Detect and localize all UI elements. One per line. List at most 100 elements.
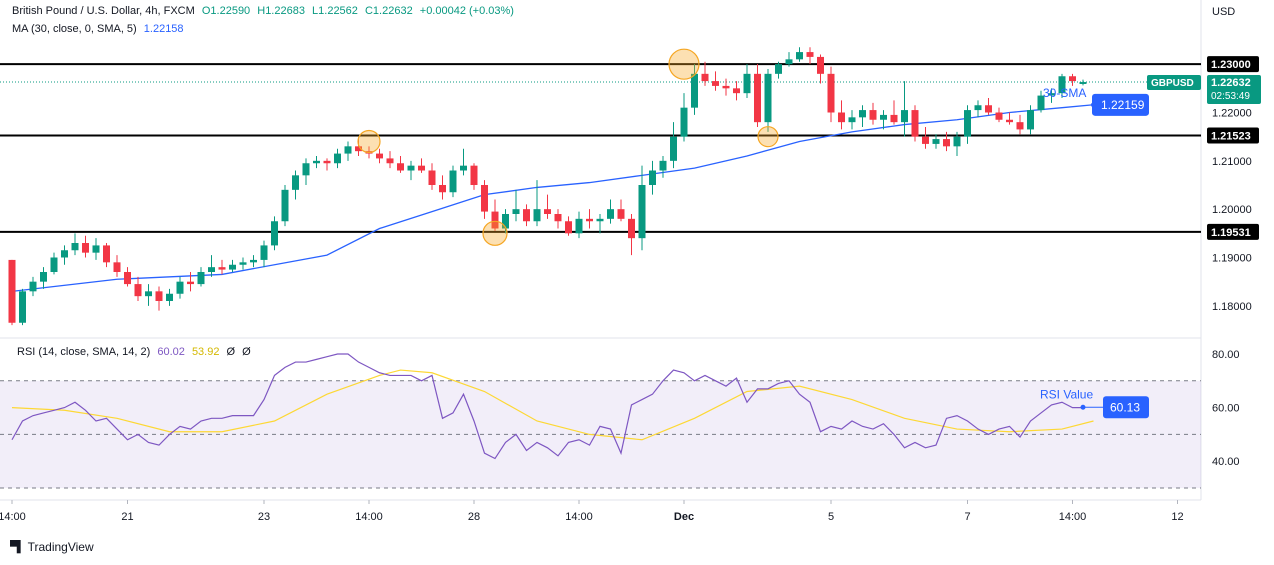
candle-body-100: [1058, 76, 1066, 94]
rsi-label: RSI (14, close, SMA, 14, 2): [17, 346, 151, 358]
price-tick-2: 1.20000: [1212, 204, 1252, 216]
candle-body-28: [302, 163, 310, 176]
candle-body-18: [197, 272, 205, 285]
candle-body-42: [449, 170, 457, 193]
candle-body-25: [271, 221, 278, 246]
candle-body-41: [439, 185, 446, 193]
ohlc-high: H1.22683: [257, 5, 305, 17]
candle-body-67: [712, 81, 719, 86]
highlight-circle-1: [482, 220, 508, 246]
candle-body-48: [512, 209, 520, 214]
level-badge-2: [1207, 223, 1259, 240]
rsi-callout-text: 60.13: [1110, 400, 1140, 414]
symbol-badge-text: GBPUSD: [1151, 78, 1194, 89]
candle-body-91: [964, 110, 971, 137]
candle-body-70: [743, 73, 751, 94]
highlight-circles: [357, 48, 779, 246]
ohlc-close: C1.22632: [364, 5, 413, 17]
symbol-title: British Pound / U.S. Dollar, 4h, FXCM: [12, 5, 195, 17]
rsi-legend: RSI (14, close, SMA, 14, 2) 60.02 53.92 …: [17, 346, 255, 358]
time-tick-1: 21: [121, 511, 133, 523]
candle-body-74: [785, 59, 793, 65]
time-tick-4: 28: [468, 511, 480, 523]
price-tick-0: 1.18000: [1212, 301, 1252, 313]
candle-body-15: [166, 293, 173, 301]
candle-body-71: [754, 73, 761, 123]
candle-body-57: [607, 209, 614, 219]
rsi-callout: [1103, 396, 1149, 419]
candle-body-82: [869, 110, 877, 120]
candle-body-35: [376, 153, 383, 159]
candle-body-56: [596, 218, 604, 222]
candle-body-69: [733, 88, 740, 94]
rsi-ma-line: [11, 369, 1094, 441]
candle-body-79: [838, 112, 845, 123]
sma-annotation-label: 30-SMA: [1043, 86, 1086, 100]
candle-body-59: [628, 218, 635, 239]
watermark-text: TradingView: [27, 540, 94, 554]
candle-body-13: [145, 291, 152, 297]
candle-body-73: [775, 64, 782, 74]
candle-body-58: [617, 209, 625, 219]
candle-body-27: [292, 175, 299, 190]
level-badge-1: [1207, 127, 1259, 144]
candle-body-96: [1016, 122, 1024, 130]
rsi-tick-0: 40.00: [1212, 456, 1240, 468]
candle-body-54: [575, 218, 583, 234]
candle-body-51: [544, 209, 551, 214]
ohlc-change: +0.00042 (+0.03%): [419, 5, 514, 17]
candle-body-55: [586, 218, 593, 222]
rsi-tick-2: 80.00: [1212, 349, 1240, 361]
level-badge-text-1: 1.21523: [1211, 131, 1251, 143]
candle-body-49: [523, 209, 530, 222]
candle-body-33: [355, 146, 362, 152]
rsi-extra-1: Ø: [226, 346, 236, 358]
candle-body-99: [1048, 93, 1055, 96]
candle-body-64: [680, 107, 688, 137]
candle-body-80: [848, 117, 856, 123]
tradingview-watermark: ▀▌ TradingView: [10, 540, 94, 554]
candle-body-72: [764, 73, 772, 123]
candle-body-87: [922, 136, 929, 144]
candle-body-6: [71, 243, 79, 251]
candle-body-89: [943, 139, 950, 147]
candle-body-50: [533, 209, 541, 222]
last-price-text: 1.22632: [1211, 77, 1251, 89]
time-tick-2: 23: [258, 511, 270, 523]
axes: USD 1.18000 1.19000 1.20000 1.21000 1.22000 40…: [0, 6, 1252, 523]
candle-body-0: [8, 259, 16, 323]
candle-body-81: [859, 110, 866, 118]
candle-body-9: [103, 245, 110, 263]
last-price-badge: [1207, 75, 1261, 105]
candle-body-93: [985, 105, 992, 113]
candle-body-14: [155, 291, 163, 301]
time-tick-10: 12: [1171, 511, 1183, 523]
candle-body-84: [890, 114, 898, 123]
candle-body-44: [470, 165, 478, 185]
candle-body-30: [323, 160, 331, 164]
horizontal-levels: [0, 63, 1201, 233]
candle-body-11: [124, 272, 131, 285]
candle-body-26: [281, 189, 289, 222]
candle-body-75: [796, 52, 803, 60]
candle-body-43: [460, 165, 467, 171]
candle-body-22: [239, 262, 247, 265]
time-tick-8: 7: [964, 511, 970, 523]
candle-body-66: [701, 73, 709, 82]
candle-body-88: [932, 139, 940, 144]
candle-body-31: [334, 153, 341, 164]
level-badge-0: [1207, 56, 1259, 73]
candle-body-19: [208, 267, 215, 272]
price-tick-4: 1.22000: [1212, 108, 1252, 120]
candle-body-85: [901, 110, 908, 123]
candle-body-60: [638, 185, 646, 239]
candle-body-86: [911, 110, 919, 137]
candle-body-78: [827, 73, 835, 113]
ma-line: [11, 104, 1094, 292]
candle-body-32: [344, 146, 352, 154]
time-tick-0: 14:00: [0, 511, 26, 523]
candle-body-8: [92, 245, 100, 253]
candle-body-62: [659, 160, 667, 171]
candle-body-47: [502, 214, 509, 229]
